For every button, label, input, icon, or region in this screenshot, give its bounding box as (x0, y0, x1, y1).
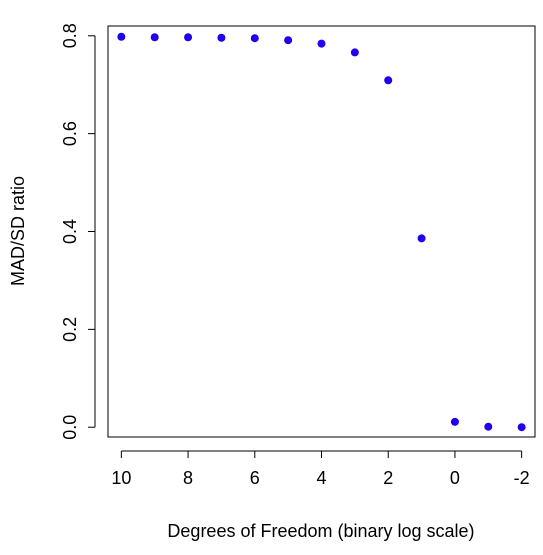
x-tick-label: -2 (514, 468, 530, 488)
x-axis-label: Degrees of Freedom (binary log scale) (167, 521, 474, 541)
data-point (517, 423, 526, 432)
data-point (217, 33, 226, 42)
x-tick-label: 8 (183, 468, 193, 488)
x-tick-label: 2 (383, 468, 393, 488)
y-axis: 0.0 0.2 0.4 0.6 0.8 (60, 23, 96, 440)
y-axis-label: MAD/SD ratio (8, 176, 28, 286)
data-points (117, 32, 526, 432)
x-tick-label: 0 (450, 468, 460, 488)
x-tick-label: 4 (316, 468, 326, 488)
data-point (150, 33, 159, 42)
data-point (450, 417, 459, 426)
x-tick-label: 10 (111, 468, 131, 488)
data-point (317, 39, 326, 48)
x-tick-label: 6 (250, 468, 260, 488)
data-point (284, 36, 293, 45)
data-point (484, 422, 493, 431)
plot-frame (107, 25, 536, 438)
data-point (250, 34, 259, 43)
data-point (417, 234, 426, 243)
y-tick-label: 0.6 (60, 121, 80, 146)
y-tick-label: 0.0 (60, 415, 80, 440)
data-point (117, 32, 126, 41)
data-point (184, 33, 193, 42)
y-tick-label: 0.8 (60, 23, 80, 48)
x-axis: 10 8 6 4 2 0 -2 (111, 450, 530, 488)
data-point (384, 76, 393, 85)
data-point (350, 48, 359, 57)
y-tick-label: 0.4 (60, 219, 80, 244)
y-tick-label: 0.2 (60, 317, 80, 342)
